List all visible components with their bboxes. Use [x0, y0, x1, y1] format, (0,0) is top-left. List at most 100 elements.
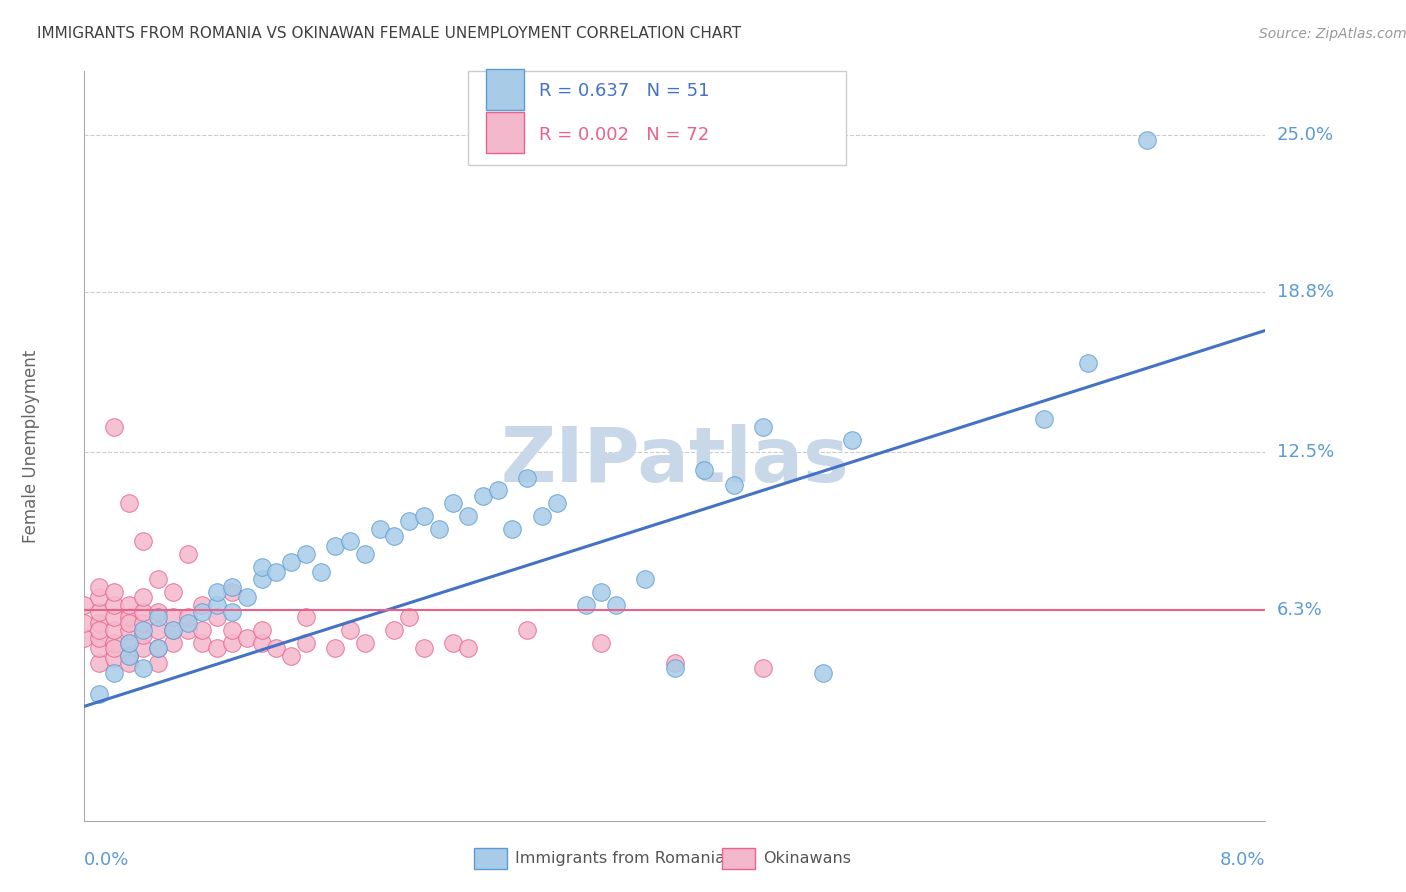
- Point: [162, 610, 184, 624]
- Point: [118, 610, 141, 624]
- Point: [73, 631, 96, 645]
- Point: [103, 640, 125, 655]
- Point: [295, 547, 318, 561]
- Point: [132, 606, 155, 620]
- Point: [693, 463, 716, 477]
- Point: [87, 615, 111, 630]
- Point: [841, 433, 863, 447]
- Point: [1136, 133, 1159, 147]
- Point: [177, 623, 200, 637]
- Point: [87, 623, 111, 637]
- Point: [382, 529, 406, 543]
- Point: [664, 656, 686, 670]
- Point: [250, 572, 273, 586]
- Point: [177, 615, 200, 630]
- Point: [723, 478, 745, 492]
- Point: [295, 636, 318, 650]
- Point: [591, 636, 613, 650]
- Point: [103, 651, 125, 665]
- Point: [280, 648, 302, 663]
- Point: [205, 598, 228, 612]
- Point: [264, 640, 288, 655]
- Point: [132, 623, 155, 637]
- Point: [103, 623, 125, 637]
- Point: [398, 514, 420, 528]
- Point: [323, 640, 347, 655]
- Text: Female Unemployment: Female Unemployment: [22, 350, 41, 542]
- Point: [221, 585, 243, 599]
- Point: [118, 636, 141, 650]
- Point: [575, 598, 598, 612]
- Point: [752, 420, 775, 434]
- Text: 25.0%: 25.0%: [1277, 126, 1334, 144]
- Point: [132, 628, 155, 642]
- Point: [457, 640, 479, 655]
- Point: [118, 598, 141, 612]
- Point: [221, 606, 243, 620]
- Point: [457, 508, 479, 523]
- Point: [87, 606, 111, 620]
- Point: [664, 661, 686, 675]
- Point: [73, 615, 96, 630]
- Point: [103, 585, 125, 599]
- Point: [162, 636, 184, 650]
- Text: 12.5%: 12.5%: [1277, 443, 1334, 461]
- Point: [235, 590, 259, 604]
- Point: [323, 539, 347, 553]
- Text: 18.8%: 18.8%: [1277, 284, 1333, 301]
- Point: [103, 420, 125, 434]
- Point: [413, 640, 436, 655]
- Point: [309, 565, 332, 579]
- Text: Source: ZipAtlas.com: Source: ZipAtlas.com: [1260, 28, 1406, 41]
- Text: 6.3%: 6.3%: [1277, 601, 1322, 619]
- Point: [443, 496, 465, 510]
- Point: [148, 606, 170, 620]
- FancyBboxPatch shape: [468, 71, 846, 165]
- Point: [354, 547, 377, 561]
- Point: [118, 496, 141, 510]
- Point: [634, 572, 657, 586]
- Point: [205, 610, 228, 624]
- Point: [591, 585, 613, 599]
- Point: [118, 615, 141, 630]
- Point: [162, 585, 184, 599]
- Point: [516, 471, 538, 485]
- Text: R = 0.637   N = 51: R = 0.637 N = 51: [538, 82, 710, 101]
- Text: 0.0%: 0.0%: [84, 851, 129, 869]
- Point: [191, 636, 214, 650]
- Point: [103, 610, 125, 624]
- Point: [221, 580, 243, 594]
- Point: [264, 565, 288, 579]
- Point: [118, 623, 141, 637]
- Point: [486, 483, 509, 498]
- Point: [191, 598, 214, 612]
- Point: [472, 489, 495, 503]
- Point: [1077, 356, 1099, 370]
- Point: [205, 640, 228, 655]
- Point: [354, 636, 377, 650]
- Point: [205, 585, 228, 599]
- Text: Immigrants from Romania: Immigrants from Romania: [516, 851, 725, 866]
- Point: [148, 656, 170, 670]
- FancyBboxPatch shape: [486, 69, 523, 111]
- Text: 8.0%: 8.0%: [1220, 851, 1265, 869]
- Point: [368, 522, 391, 536]
- Point: [516, 623, 538, 637]
- Point: [103, 636, 125, 650]
- Point: [250, 623, 273, 637]
- Point: [339, 623, 361, 637]
- Point: [87, 687, 111, 701]
- Point: [73, 598, 96, 612]
- Point: [339, 534, 361, 549]
- Point: [501, 522, 523, 536]
- Point: [148, 610, 170, 624]
- Point: [250, 636, 273, 650]
- FancyBboxPatch shape: [723, 848, 755, 870]
- Point: [118, 636, 141, 650]
- Point: [177, 610, 200, 624]
- Point: [382, 623, 406, 637]
- Point: [103, 598, 125, 612]
- Point: [295, 610, 318, 624]
- Point: [531, 508, 554, 523]
- Point: [752, 661, 775, 675]
